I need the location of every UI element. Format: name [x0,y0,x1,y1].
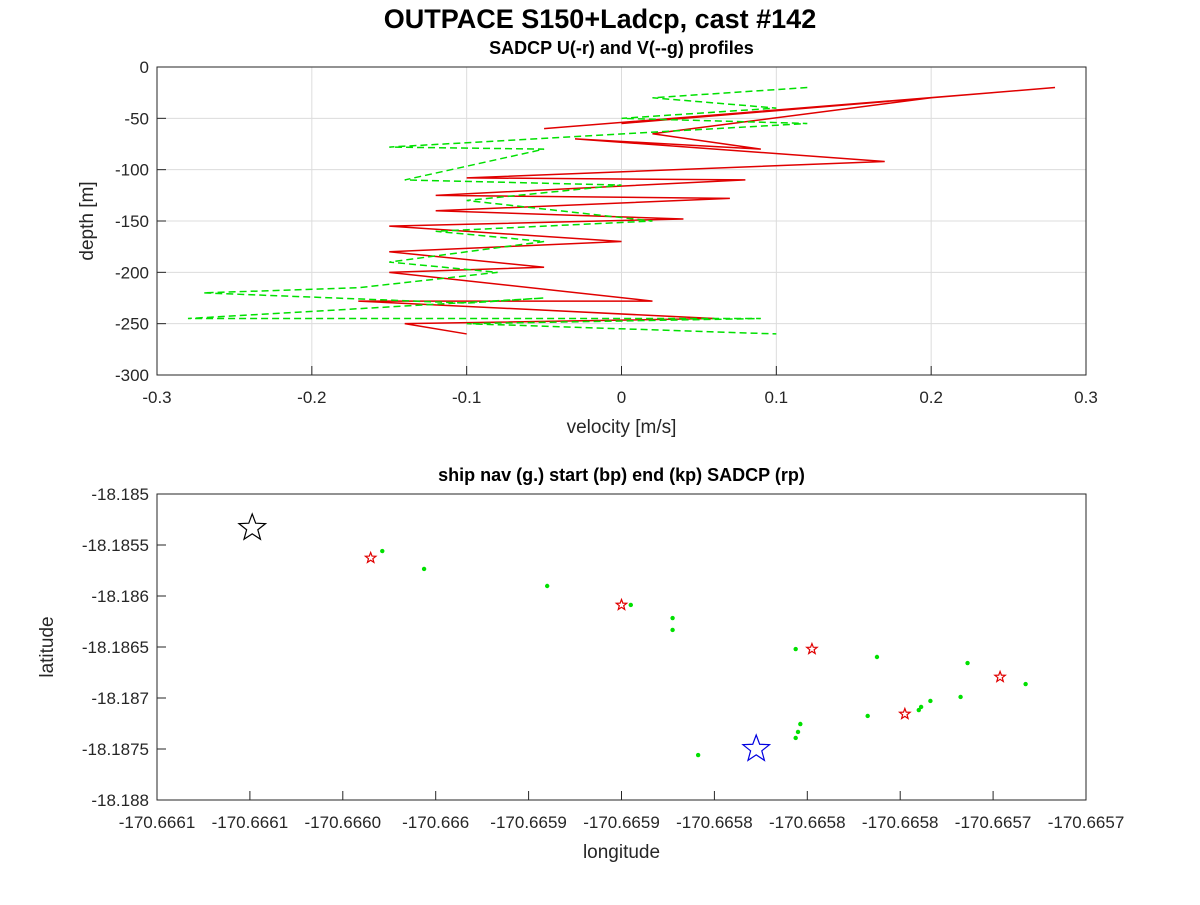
nav-point [1023,681,1028,687]
y-tick-label: -18.186 [91,587,149,606]
y-tick-label: -18.188 [91,791,149,810]
x-axis-label: longitude [583,842,660,863]
x-tick-label: -170.6658 [676,813,753,832]
x-tick-label: -170.6658 [862,813,939,832]
chart-title: ship nav (g.) start (bp) end (kp) SADCP … [438,465,805,485]
y-tick-label: -18.1865 [82,638,149,657]
profile-line [187,86,808,335]
x-tick-label: -0.2 [297,388,326,407]
x-tick-label: -170.6661 [212,813,289,832]
nav-point [965,660,970,666]
star-marker [805,641,819,655]
x-tick-label: -170.6657 [1048,813,1125,832]
x-tick-label: -0.1 [452,388,481,407]
nav-point [918,704,924,710]
axes-box [156,493,1087,801]
star-marker [237,512,268,541]
star-marker [741,733,772,762]
chart-title: SADCP U(-r) and V(--g) profiles [489,38,754,58]
nav-point [958,694,963,700]
x-tick-label: -170.6658 [769,813,846,832]
nav-point [793,646,798,652]
y-tick-label: -300 [115,366,149,385]
x-tick-label: -170.666 [402,813,469,832]
x-tick-label: 0.3 [1074,388,1098,407]
y-tick-label: -250 [115,315,149,334]
axes-box [156,66,1087,376]
star-marker [993,669,1007,683]
figure-title: OUTPACE S150+Ladcp, cast #142 [384,4,816,34]
y-tick-label: -200 [115,263,149,282]
star-marker [363,550,378,564]
nav-point [928,698,933,704]
nav-point [695,752,701,758]
y-tick-label: -18.1875 [82,740,149,759]
y-tick-label: -50 [124,109,149,128]
y-tick-label: -150 [115,212,149,231]
x-axis-label: velocity [m/s] [567,417,677,438]
plot-area [157,494,1086,800]
y-tick-label: -18.187 [91,689,149,708]
nav-point [670,627,675,633]
x-tick-label: -170.6659 [583,813,660,832]
star-marker [897,706,912,720]
nav-point [421,566,427,572]
x-tick-label: -0.3 [142,388,171,407]
x-tick-label: -170.6661 [119,813,196,832]
y-tick-label: -100 [115,161,149,180]
star-marker [614,597,629,611]
nav-point [916,707,921,713]
nav-point [793,735,798,741]
profile-line [358,86,1056,335]
nav-point [544,583,550,589]
y-tick-label: -18.185 [91,485,149,504]
nav-point [670,615,675,621]
x-tick-label: 0.1 [765,388,789,407]
nav-point [628,602,633,608]
x-tick-label: 0.2 [919,388,943,407]
x-tick-label: -170.6660 [305,813,382,832]
x-tick-label: -170.6657 [955,813,1032,832]
nav-point [874,654,880,660]
nav-point [798,721,803,727]
x-tick-label: 0 [617,388,626,407]
nav-point [380,548,385,554]
y-tick-label: 0 [140,58,149,77]
nav-point [865,713,870,719]
y-axis-label: latitude [37,616,58,677]
y-axis-label: depth [m] [77,181,98,260]
nav-point [795,729,801,735]
y-tick-label: -18.1855 [82,536,149,555]
x-tick-label: -170.6659 [490,813,567,832]
